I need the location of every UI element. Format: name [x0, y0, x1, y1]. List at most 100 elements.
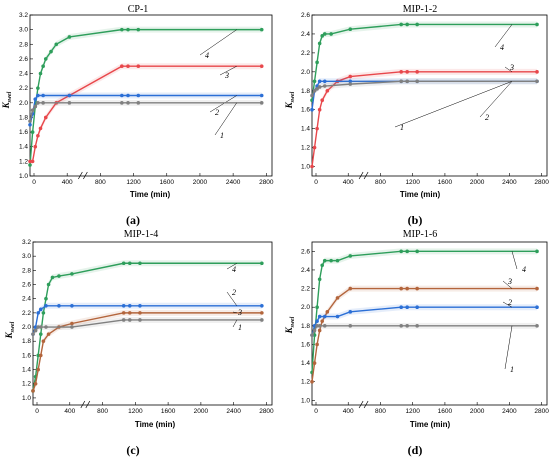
y-tick-label: 1.6 — [19, 129, 28, 136]
series-2-leader — [479, 81, 513, 118]
series-1-point — [120, 101, 124, 105]
x-tick-label: 400 — [62, 179, 73, 186]
series-4-point — [415, 22, 419, 27]
y-tick-label: 1.2 — [19, 158, 28, 165]
series-2-point — [41, 93, 45, 98]
series-3-line — [30, 65, 262, 163]
series-4-point — [38, 332, 43, 336]
y-tick-label: 2.6 — [19, 56, 28, 63]
panel-d-ylabel: Kswel — [284, 316, 296, 334]
series-1-point — [70, 325, 74, 329]
series-4-point — [57, 274, 61, 278]
series-2-point — [310, 107, 314, 112]
series-1-point — [348, 82, 353, 86]
y-tick-label: 1.2 — [22, 381, 31, 388]
series-1-point — [36, 101, 40, 105]
x-tick-label: 800 — [375, 408, 386, 415]
series-1-point — [322, 84, 327, 88]
series-3-point — [136, 64, 141, 69]
series-1-point — [36, 325, 40, 329]
x-tick-label: 0 — [35, 408, 39, 415]
y-tick-label: 1.2 — [301, 379, 310, 386]
panel-c-caption: (c) — [126, 443, 139, 457]
axis-break — [80, 400, 86, 409]
series-2-point — [44, 303, 48, 308]
series-2-band — [312, 304, 538, 339]
series-3-point — [405, 286, 409, 291]
x-tick-label: 1600 — [438, 408, 453, 415]
y-tick-label: 1.6 — [301, 341, 310, 348]
series-2-point — [312, 324, 317, 328]
series-3-point — [310, 379, 314, 384]
series-3-point — [259, 64, 264, 69]
x-tick-label: 800 — [95, 179, 106, 186]
series-1-point — [312, 88, 317, 93]
plot-frame — [311, 241, 548, 406]
series-2-point — [415, 305, 419, 310]
series-4-point — [312, 333, 317, 337]
series-4-point — [317, 41, 322, 46]
series-1-point — [30, 108, 35, 112]
series-3-line — [311, 287, 538, 382]
y-tick-label: 2.4 — [301, 31, 310, 38]
series-3-point — [315, 126, 319, 131]
series-3-point — [126, 64, 130, 69]
series-4-label: 4 — [205, 51, 209, 60]
x-tick-label: 2800 — [534, 179, 549, 186]
series-1-line — [29, 102, 262, 122]
series-4-point — [348, 27, 353, 32]
series-1-point — [312, 328, 317, 333]
series-3-leader — [219, 66, 237, 76]
y-tick-label: 2.4 — [22, 296, 31, 303]
series-2-point — [138, 303, 142, 308]
series-3-point — [31, 389, 35, 393]
panel-d: MIP-1-6 Kswel Time (min) (d) — [284, 229, 450, 457]
x-tick-label: 800 — [375, 179, 386, 186]
series-1-point — [415, 324, 419, 328]
panel-c-title: MIP-1-4 — [124, 229, 158, 240]
y-tick-label: 2.8 — [22, 267, 31, 274]
series-2-point — [28, 122, 32, 127]
series-4-point — [322, 32, 327, 36]
series-2-point — [260, 303, 264, 308]
series-2-point — [36, 93, 40, 98]
series-2-point — [127, 303, 132, 308]
x-tick-label: 2800 — [534, 408, 549, 415]
series-3-point — [138, 311, 142, 315]
axis-break — [85, 400, 91, 409]
x-tick-label: 1200 — [126, 179, 141, 186]
x-tick-label: 2400 — [226, 408, 241, 415]
series-4-point — [405, 249, 409, 254]
panel-d-title: MIP-1-6 — [403, 229, 437, 240]
series-3-point — [348, 74, 353, 79]
series-4-point — [138, 261, 142, 266]
series-4-point — [36, 86, 40, 90]
series-3-point — [320, 319, 325, 323]
series-1-leader — [214, 102, 237, 136]
series-4-point — [46, 282, 51, 287]
series-3-point — [312, 145, 317, 150]
series-1-point — [399, 79, 403, 84]
panel-a: CP-1 Kswel Time (min) (a) — [1, 4, 170, 227]
series-3-point — [415, 70, 419, 74]
series-4-point — [322, 258, 327, 263]
series-3-label: 3 — [507, 277, 512, 286]
series-1-point — [121, 318, 126, 322]
series-4-point — [67, 35, 72, 39]
x-tick-label: 2000 — [193, 179, 208, 186]
series-1-leader — [504, 325, 513, 370]
panel-b-caption: (b) — [408, 213, 423, 227]
y-tick-label: 1.4 — [19, 144, 28, 151]
series-3-leader — [502, 280, 513, 289]
y-tick-label: 1.8 — [19, 114, 28, 121]
series-4-leader — [511, 251, 518, 270]
y-tick-label: 1.8 — [301, 323, 310, 330]
y-tick-label: 2.0 — [22, 324, 31, 331]
y-tick-label: 2.0 — [19, 100, 28, 107]
series-4-leader — [494, 24, 513, 48]
series-2-point — [317, 79, 322, 84]
y-tick-label: 2.6 — [22, 282, 31, 289]
series-4-point — [348, 254, 353, 258]
y-tick-label: 2.0 — [301, 304, 310, 311]
